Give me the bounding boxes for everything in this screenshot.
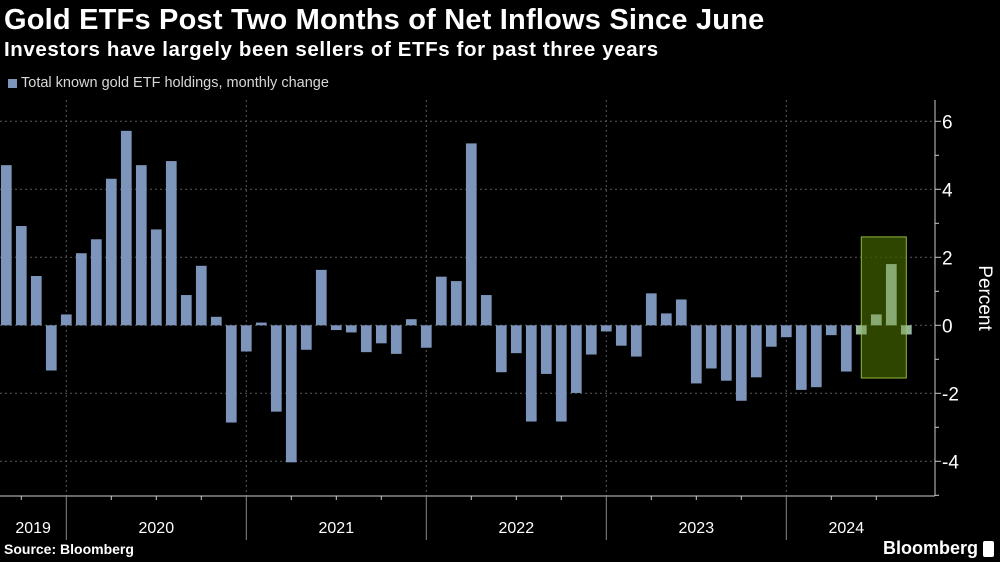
bar-2022-01 [435,276,447,326]
bars [0,130,912,463]
bar-2022-06 [510,325,522,354]
highlighted-bar-2024-08 [900,325,912,335]
bar-2024-02 [810,325,822,388]
highlighted-bar-2024-07 [885,264,897,326]
y-tick-label: -4 [942,452,959,473]
x-tick-label: 2022 [499,520,535,537]
bar-2020-11 [225,325,237,423]
bar-2020-07 [165,161,177,326]
bar-2019-11 [45,325,57,371]
bar-2022-04 [480,295,492,326]
bar-2022-12 [600,325,612,332]
bar-2022-02 [450,281,462,326]
bar-2023-02 [630,325,642,357]
bar-2020-10 [210,316,222,326]
legend: Total known gold ETF holdings, monthly c… [8,75,329,91]
bar-2023-06 [690,325,702,384]
bar-2022-11 [585,325,597,355]
bar-2024-01 [795,325,807,390]
bar-2023-07 [705,325,717,369]
x-tick-label: 2023 [679,520,715,537]
bar-2022-09 [555,325,567,422]
y-tick-label: 4 [942,180,953,201]
bar-2021-08 [360,325,372,353]
bar-2023-01 [615,325,627,346]
bar-2023-04 [660,313,672,326]
bar-2023-03 [645,293,657,326]
bloomberg-mark-icon [983,540,994,557]
bar-2021-12 [420,325,432,348]
bar-2019-09 [15,226,27,326]
bar-2021-10 [390,325,402,354]
bar-2021-05 [315,269,327,326]
x-axis: 2019 2020 2021 2022 2023 2024 [0,495,935,540]
y-tick-label: -2 [942,384,959,405]
y-tick-label: 0 [942,316,953,337]
y-tick-label: 2 [942,248,953,269]
bar-2022-05 [495,325,507,373]
y-tick-label: 6 [942,112,953,133]
bar-2022-08 [540,325,552,374]
bar-2023-08 [720,325,732,381]
bar-2022-03 [465,143,477,326]
bar-2020-08 [180,295,192,326]
bar-2020-12 [240,325,252,352]
chart-subtitle: Investors have largely been sellers of E… [4,38,659,61]
bar-2023-10 [750,325,762,378]
bar-2020-06 [150,229,162,326]
bar-2021-07 [345,325,357,333]
x-tick-label: 2021 [319,520,355,537]
source-note: Source: Bloomberg [4,541,134,557]
bar-2020-04 [120,130,132,326]
bar-2021-01 [255,322,267,326]
bar-2024-03 [825,325,837,336]
highlight-box [860,236,907,379]
x-tick-label: 2024 [829,520,865,537]
bar-2019-10 [30,276,42,326]
bar-2020-01 [75,253,87,326]
bar-2023-05 [675,299,687,326]
bar-2020-05 [135,165,147,326]
logo-text: Bloomberg [882,538,978,558]
bar-2020-09 [195,265,207,326]
bar-2024-04 [840,325,852,372]
y-axis: 6 4 2 0 -2 -4 [934,100,959,496]
bar-2019-08 [0,165,12,326]
highlighted-bar-2024-05 [855,325,867,335]
bar-2019-12 [60,314,72,326]
bar-2021-04 [300,325,312,350]
bar-2021-03 [285,325,297,463]
bar-2021-09 [375,325,387,344]
bloomberg-logo: Bloomberg [883,538,994,559]
bar-2020-03 [105,178,117,326]
legend-swatch [8,78,17,88]
bar-2023-11 [765,325,777,347]
x-tick-label: 2019 [15,520,51,537]
bar-2023-09 [735,325,747,401]
bar-2020-02 [90,239,102,326]
y-axis-label: Percent [974,265,995,331]
chart-title: Gold ETFs Post Two Months of Net Inflows… [4,4,765,36]
legend-label: Total known gold ETF holdings, monthly c… [21,75,329,91]
bar-2021-06 [330,325,342,331]
bar-2022-10 [570,325,582,393]
bar-2022-07 [525,325,537,422]
bar-2023-12 [780,325,792,338]
x-tick-label: 2020 [139,520,175,537]
bar-2021-02 [270,325,282,412]
bar-2021-11 [405,319,417,326]
highlighted-bar-2024-06 [870,314,882,326]
